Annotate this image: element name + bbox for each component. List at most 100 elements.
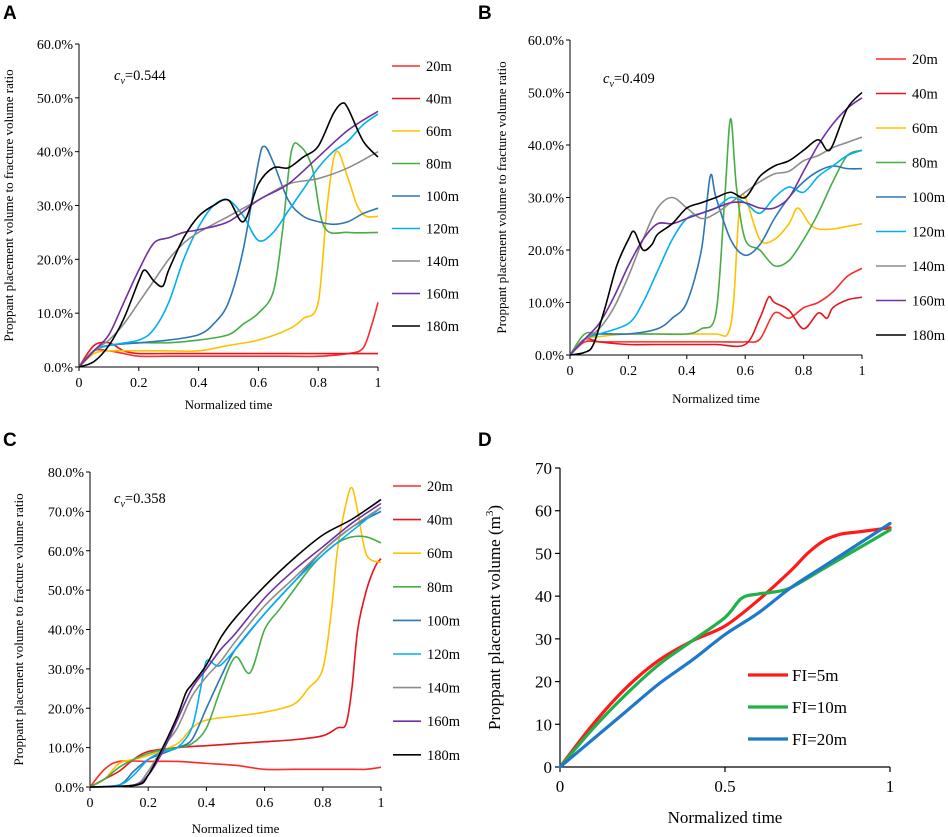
x-tick-label: 0.4 bbox=[190, 376, 208, 391]
y-tick-label: 60.0% bbox=[48, 545, 85, 560]
legend-label-20m: 20m bbox=[912, 52, 939, 68]
legend-label-120m: 120m bbox=[426, 222, 460, 238]
series-line-160m bbox=[569, 97, 863, 356]
y-tick-label: 60.0% bbox=[528, 34, 565, 49]
legend-label-180m: 180m bbox=[912, 328, 946, 344]
y-tick-label: 50 bbox=[535, 544, 552, 563]
y-tick-label: 0.0% bbox=[535, 349, 565, 364]
legend-label-100m: 100m bbox=[427, 613, 461, 629]
legend-label-140m: 140m bbox=[912, 259, 946, 275]
x-tick-label: 0 bbox=[567, 364, 574, 379]
series-line-80m bbox=[569, 117, 863, 356]
legend-label-180m: 180m bbox=[426, 319, 460, 335]
cv-annotation: cv=0.544 bbox=[114, 68, 166, 87]
y-tick-label: 10.0% bbox=[37, 307, 74, 322]
legend-label-FI=20m: FI=20m bbox=[792, 730, 847, 749]
legend-label-100m: 100m bbox=[426, 189, 460, 205]
legend-label-140m: 140m bbox=[427, 681, 461, 697]
legend-label-40m: 40m bbox=[912, 87, 939, 103]
series-line-100m bbox=[78, 145, 379, 368]
cv-value: =0.544 bbox=[125, 68, 167, 84]
x-axis-title: Normalized time bbox=[192, 821, 280, 836]
series-line-40m bbox=[78, 341, 378, 368]
legend-label-80m: 80m bbox=[427, 580, 454, 596]
legend-label-60m: 60m bbox=[426, 124, 453, 140]
cv-annotation: cv=0.358 bbox=[114, 491, 166, 510]
y-axis-title-text: Proppant placement volume (m bbox=[485, 516, 504, 730]
y-tick-label: 20.0% bbox=[528, 244, 565, 259]
y-tick-label: 0.0% bbox=[55, 781, 85, 796]
legend-label-40m: 40m bbox=[426, 92, 453, 108]
series-line-20m bbox=[569, 267, 863, 356]
cv-value: =0.409 bbox=[614, 71, 655, 87]
y-axis-title: Proppant placement volume to fracture vo… bbox=[11, 493, 26, 765]
cv-subscript: v bbox=[120, 499, 125, 510]
x-tick-label: 1 bbox=[886, 777, 895, 796]
series-line-100m bbox=[569, 165, 863, 356]
legend-label-160m: 160m bbox=[427, 714, 461, 730]
legend-label-FI=5m: FI=5m bbox=[792, 666, 838, 685]
series-line-180m bbox=[569, 91, 863, 356]
y-tick-label: 70.0% bbox=[48, 505, 85, 520]
x-tick-label: 0 bbox=[76, 376, 83, 391]
legend-label-160m: 160m bbox=[426, 287, 460, 303]
panel-letter: B bbox=[478, 3, 492, 24]
y-tick-label: 0.0% bbox=[44, 361, 74, 376]
y-tick-label: 20.0% bbox=[48, 702, 85, 717]
series-line-40m bbox=[89, 558, 382, 788]
y-tick-label: 20.0% bbox=[37, 253, 74, 268]
cv-symbol: c bbox=[603, 71, 610, 87]
series-line-FI=20m bbox=[558, 521, 892, 769]
cv-value: =0.358 bbox=[125, 491, 166, 507]
legend-label-120m: 120m bbox=[912, 225, 946, 241]
legend-label-40m: 40m bbox=[427, 513, 454, 529]
cv-symbol: c bbox=[114, 491, 121, 507]
y-tick-label: 40 bbox=[535, 587, 552, 606]
series-line-180m bbox=[78, 102, 379, 368]
x-tick-label: 0.8 bbox=[309, 376, 327, 391]
cv-annotation: cv=0.409 bbox=[603, 71, 655, 90]
y-tick-label: 30.0% bbox=[48, 663, 85, 678]
legend-label-140m: 140m bbox=[426, 254, 460, 270]
x-tick-label: 1 bbox=[378, 796, 385, 811]
y-axis-title: Proppant placement volume to fracture vo… bbox=[494, 61, 509, 333]
y-axis-title: Proppant placement volume to fracture vo… bbox=[1, 69, 16, 341]
y-tick-label: 10 bbox=[535, 715, 552, 734]
x-tick-label: 0.4 bbox=[198, 796, 216, 811]
series-line-40m bbox=[569, 295, 863, 356]
y-tick-label: 30.0% bbox=[37, 200, 74, 215]
x-axis-title: Normalized time bbox=[672, 391, 760, 406]
x-tick-label: 0.4 bbox=[678, 364, 696, 379]
legend-label-60m: 60m bbox=[912, 121, 939, 137]
y-tick-label: 60.0% bbox=[37, 38, 74, 53]
x-tick-label: 0.2 bbox=[130, 376, 148, 391]
y-axis-title-close: ) bbox=[485, 505, 504, 511]
panel-b: B 0.0% 10.0% 20.0% 30.0% 40.0% 50.0% 60.0% 0 0.2 0… bbox=[478, 3, 946, 406]
y-tick-label: 40.0% bbox=[37, 146, 74, 161]
x-tick-label: 0.8 bbox=[314, 796, 332, 811]
y-tick-label: 30.0% bbox=[528, 192, 565, 207]
y-tick-label: 50.0% bbox=[37, 92, 74, 107]
x-tick-label: 0.6 bbox=[736, 364, 754, 379]
legend-label-180m: 180m bbox=[427, 748, 461, 764]
x-tick-label: 0.6 bbox=[256, 796, 274, 811]
y-tick-label: 60 bbox=[535, 502, 552, 521]
x-tick-label: 0.8 bbox=[795, 364, 813, 379]
legend-label-60m: 60m bbox=[427, 546, 454, 562]
cv-subscript: v bbox=[609, 79, 614, 90]
series-line-180m bbox=[89, 498, 382, 788]
y-tick-label: 10.0% bbox=[528, 297, 565, 312]
cv-subscript: v bbox=[120, 76, 125, 87]
y-tick-label: 50.0% bbox=[48, 584, 85, 599]
series-line-20m bbox=[89, 760, 382, 788]
panel-a: A 0.0% 10.0% 20.0% 30.0% 40.0% 50.0% 60.0% 0 0.2 0… bbox=[1, 3, 460, 412]
y-axis-title-superscript: 3 bbox=[484, 510, 496, 516]
y-tick-label: 80.0% bbox=[48, 466, 85, 481]
series-line-120m bbox=[569, 149, 863, 356]
legend-label-120m: 120m bbox=[427, 647, 461, 663]
series-line-FI=5m bbox=[558, 526, 892, 769]
legend-label-20m: 20m bbox=[427, 479, 454, 495]
y-tick-label: 40.0% bbox=[528, 139, 565, 154]
y-tick-label: 30 bbox=[535, 630, 552, 649]
